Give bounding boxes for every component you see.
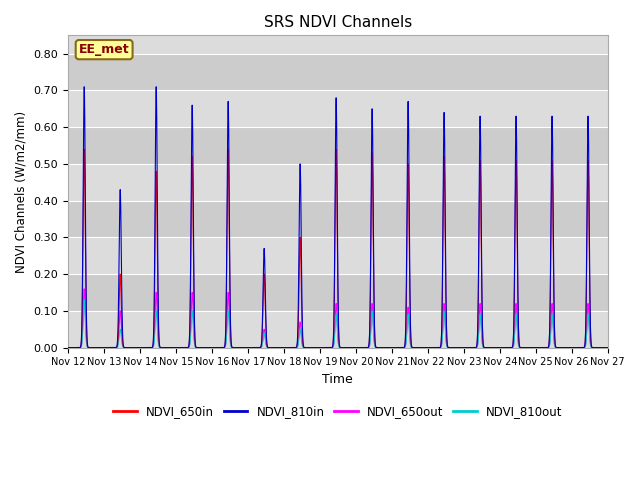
Text: EE_met: EE_met bbox=[79, 43, 129, 56]
X-axis label: Time: Time bbox=[323, 373, 353, 386]
Y-axis label: NDVI Channels (W/m2/mm): NDVI Channels (W/m2/mm) bbox=[15, 110, 28, 273]
Bar bbox=[68, 238, 608, 274]
Bar bbox=[68, 127, 608, 164]
Bar bbox=[68, 36, 608, 54]
Legend: NDVI_650in, NDVI_810in, NDVI_650out, NDVI_810out: NDVI_650in, NDVI_810in, NDVI_650out, NDV… bbox=[108, 400, 567, 423]
Bar bbox=[68, 90, 608, 127]
Bar bbox=[68, 311, 608, 348]
Title: SRS NDVI Channels: SRS NDVI Channels bbox=[264, 15, 412, 30]
Bar bbox=[68, 274, 608, 311]
Bar bbox=[68, 201, 608, 238]
Bar bbox=[68, 164, 608, 201]
Bar bbox=[68, 54, 608, 90]
